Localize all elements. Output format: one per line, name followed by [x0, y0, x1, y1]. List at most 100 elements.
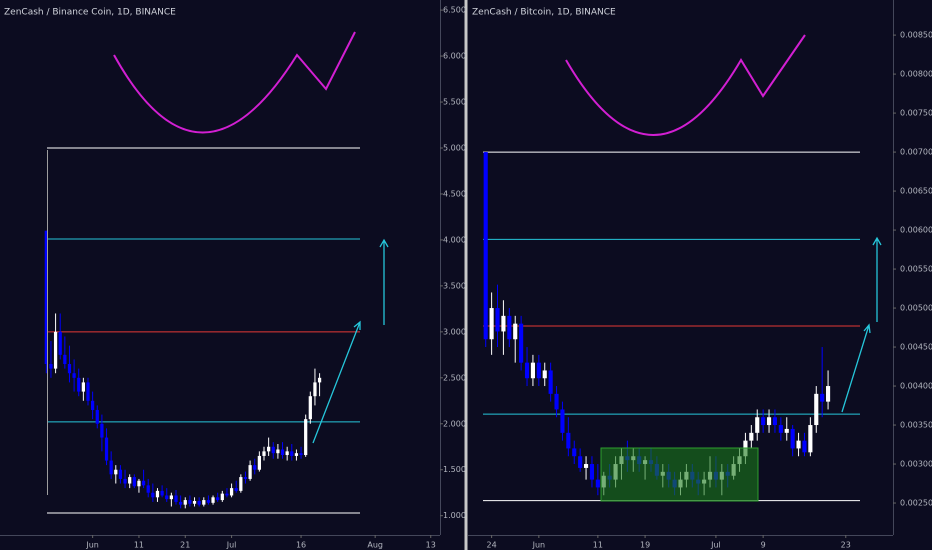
candle-body [243, 477, 248, 479]
candle-body [128, 477, 132, 484]
candle-body [91, 400, 95, 410]
candle-body [146, 485, 150, 493]
candle-body [513, 323, 518, 340]
x-tick-label: 19 [640, 541, 650, 550]
y-tick-label: 0.00600 [900, 226, 932, 235]
y-tick-label: 4.500 [443, 189, 466, 198]
candle-body [104, 437, 109, 461]
candle-body [802, 440, 807, 453]
y-tick-label: 3.500 [443, 281, 466, 290]
y-tick-label: 0.00850 [900, 31, 932, 40]
x-tick-label: 11 [593, 541, 603, 550]
candle-body [253, 465, 257, 470]
candle-body [761, 417, 766, 426]
x-tick-label: 23 [841, 541, 851, 550]
y-tick-label: 6.000 [443, 52, 466, 61]
candle-body [583, 464, 589, 468]
candle-body [271, 446, 275, 454]
y-tick-label: 0.00400 [900, 382, 932, 391]
candle-body [308, 396, 312, 420]
candle-body [796, 440, 801, 449]
candle-body [290, 451, 294, 456]
candle-body [188, 500, 192, 504]
y-tick-label: 6.500 [443, 6, 466, 15]
candle-body [137, 480, 141, 487]
candle-body [183, 500, 187, 505]
x-tick-label: Jul [710, 541, 721, 550]
candle-body [749, 432, 754, 441]
arrows [312, 236, 882, 444]
candle-body [572, 448, 577, 457]
candle-body [132, 477, 136, 487]
candle-body [118, 469, 123, 479]
candle-body [49, 364, 53, 369]
candle-body [58, 331, 62, 355]
candle-body [225, 493, 229, 496]
arrow [841, 323, 871, 413]
candle-body [519, 323, 524, 363]
arrow [312, 320, 361, 444]
y-tick-label: 0.00700 [900, 148, 932, 157]
x-tick-label: 24 [487, 541, 497, 550]
candle-body [501, 315, 506, 332]
candle-body [280, 449, 285, 456]
candle-body [151, 492, 155, 498]
y-tick-label: 0.00650 [900, 187, 932, 196]
candle-body [530, 362, 535, 379]
candle-body [248, 465, 252, 479]
candle-body [285, 451, 289, 456]
candle-body [72, 373, 76, 378]
y-tick-label: 2.500 [443, 373, 466, 382]
candle-body [206, 500, 211, 503]
range-box [600, 447, 759, 502]
candle-body [160, 490, 164, 496]
y-tick-label: 0.00750 [900, 109, 932, 118]
chart-title: ZenCash / Binance Coin, 1D, BINANCE [4, 8, 176, 18]
candle-body [67, 364, 72, 374]
x-tick-label: Aug [367, 541, 383, 550]
candle-body [197, 500, 201, 505]
candle-body [257, 455, 261, 470]
candle-body [814, 393, 819, 426]
candle-body [536, 362, 541, 379]
pattern-curve [113, 31, 356, 134]
candle-body [86, 382, 90, 401]
candle-body [262, 451, 266, 456]
candle-body [304, 419, 308, 456]
candle-body [820, 393, 825, 402]
x-tick-label: 21 [180, 541, 190, 550]
candle-body [589, 464, 595, 480]
candle-body [109, 460, 113, 475]
candle-body [495, 308, 500, 332]
candle-body [313, 382, 317, 397]
candle-body [53, 331, 58, 369]
candle-body [276, 449, 280, 454]
candle-body [826, 386, 831, 402]
candle-body [784, 428, 789, 433]
x-tick-label: 11 [134, 541, 144, 550]
candle-body [778, 425, 783, 433]
arrow [379, 238, 389, 325]
candle-body [100, 423, 104, 438]
y-tick-label: 0.00800 [900, 70, 932, 79]
y-tick-label: 3.000 [443, 327, 466, 336]
y-tick-label: 2.000 [443, 419, 466, 428]
y-tick-label: 4.000 [443, 235, 466, 244]
candle-body [155, 490, 160, 498]
candle-body [220, 493, 224, 501]
pattern-curve [565, 34, 806, 136]
candle-body [179, 501, 183, 505]
candle-body [507, 315, 512, 340]
x-tick-label: 16 [296, 541, 306, 550]
candle-body [123, 478, 127, 484]
x-tick-label: Jun [532, 541, 546, 550]
candle-body [239, 477, 243, 491]
candle-body [169, 495, 173, 500]
y-tick-label: 5.500 [443, 98, 466, 107]
candle-body [267, 446, 271, 452]
candle-body [216, 497, 220, 501]
candle-body [165, 495, 169, 500]
candle-body [81, 382, 85, 392]
candle-body [554, 393, 559, 410]
